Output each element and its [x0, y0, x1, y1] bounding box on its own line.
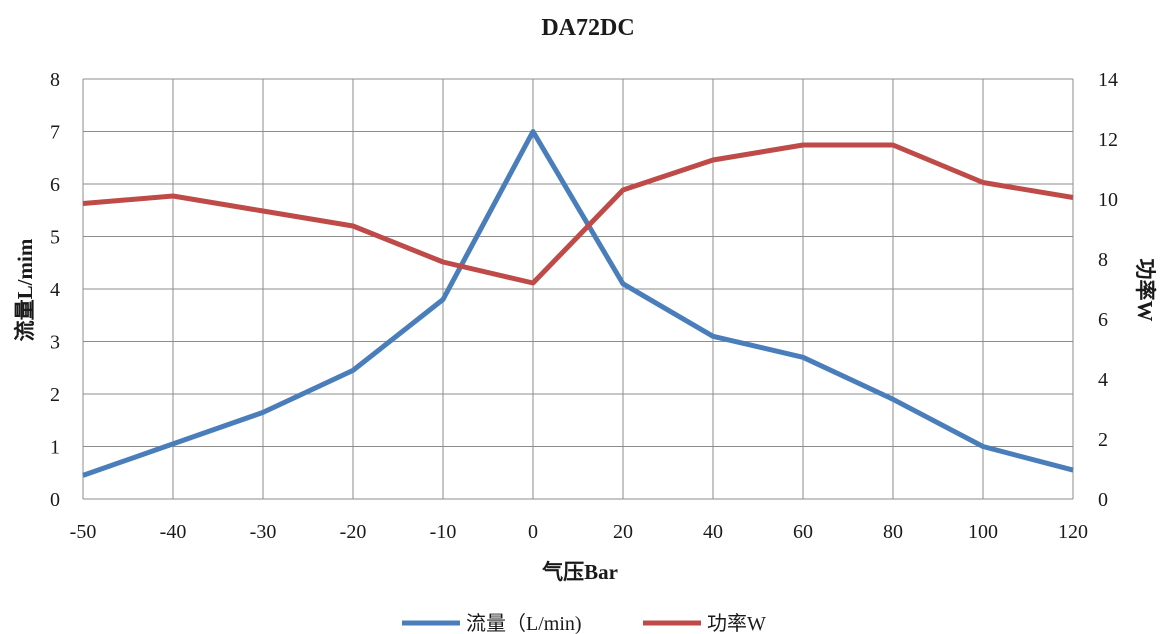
x-tick-label: -40	[160, 521, 187, 543]
y2-axis-label: 功率W	[1133, 259, 1157, 322]
y2-tick-label: 14	[1098, 69, 1118, 91]
y-axis-label: 流量L/mim	[13, 238, 37, 341]
y-tick-label: 2	[50, 384, 60, 406]
grid-lines	[82, 78, 1074, 500]
y-tick-label: 1	[50, 437, 60, 459]
legend-label-1: 流量（L/min)	[466, 612, 582, 634]
x-tick-label: 80	[883, 521, 903, 543]
x-tick-label: -30	[250, 521, 277, 543]
x-tick-label: 100	[968, 521, 998, 543]
x-tick-label: 120	[1058, 521, 1088, 543]
y-tick-label: 3	[50, 332, 60, 354]
legend-label-2: 功率W	[707, 612, 766, 634]
y2-tick-label: 8	[1098, 249, 1108, 271]
series-line-1	[82, 129, 1074, 478]
chart-title: DA72DC	[541, 15, 634, 41]
x-tick-label: 20	[613, 521, 633, 543]
series-line-2	[82, 142, 1074, 286]
x-tick-label: 40	[703, 521, 723, 543]
y2-tick-label: 0	[1098, 489, 1108, 511]
x-tick-label: 60	[793, 521, 813, 543]
x-tick-label: -10	[430, 521, 457, 543]
x-tick-label: -20	[340, 521, 367, 543]
legend: 流量（L/min) 功率W	[402, 612, 766, 634]
y-tick-label: 4	[50, 279, 60, 301]
y-tick-label: 0	[50, 489, 60, 511]
x-tick-label: 0	[528, 521, 538, 543]
x-axis-label: 气压Bar	[541, 560, 618, 584]
y-tick-label: 7	[50, 122, 60, 144]
x-axis-ticks: -50 -40 -30 -20 -10 0 20 40 60 80 100 120	[70, 521, 1088, 543]
y2-tick-label: 4	[1098, 369, 1108, 391]
x-tick-label: -50	[70, 521, 97, 543]
y2-tick-label: 10	[1098, 189, 1118, 211]
y-tick-label: 8	[50, 69, 60, 91]
y2-tick-label: 2	[1098, 429, 1108, 451]
left-axis-ticks: 0 1 2 3 4 5 6 7 8	[50, 69, 60, 511]
y2-tick-label: 6	[1098, 309, 1108, 331]
series-lines	[82, 129, 1074, 478]
y2-tick-label: 12	[1098, 129, 1118, 151]
right-axis-ticks: 0 2 4 6 8 10 12 14	[1098, 69, 1118, 511]
y-tick-label: 6	[50, 174, 60, 196]
y-tick-label: 5	[50, 227, 60, 249]
